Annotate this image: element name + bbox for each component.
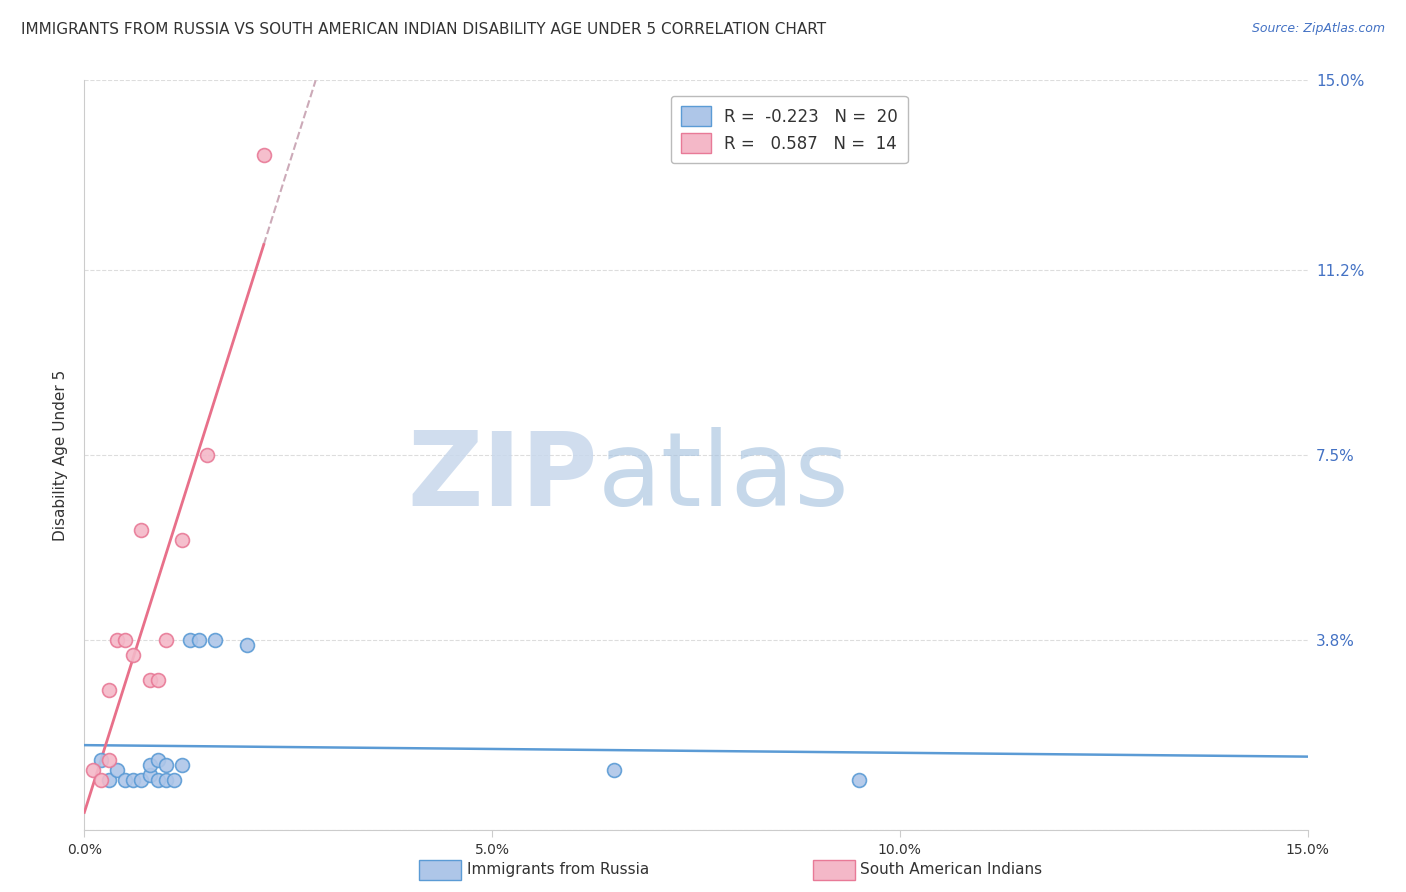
Point — [138, 673, 160, 687]
Point — [187, 632, 209, 647]
Point — [155, 757, 177, 772]
Point — [848, 772, 870, 787]
Point — [172, 533, 194, 547]
Point — [105, 632, 128, 647]
Point — [114, 772, 136, 787]
Point — [146, 673, 169, 687]
Text: South American Indians: South American Indians — [860, 863, 1043, 877]
Point — [163, 772, 186, 787]
Y-axis label: Disability Age Under 5: Disability Age Under 5 — [53, 369, 69, 541]
Text: Immigrants from Russia: Immigrants from Russia — [467, 863, 650, 877]
Point — [97, 682, 120, 697]
Point — [90, 753, 112, 767]
Point — [97, 772, 120, 787]
Text: Source: ZipAtlas.com: Source: ZipAtlas.com — [1251, 22, 1385, 36]
Point — [179, 632, 201, 647]
Point — [131, 772, 153, 787]
Text: ZIP: ZIP — [408, 427, 598, 528]
Point — [172, 757, 194, 772]
Point — [90, 772, 112, 787]
Point — [146, 772, 169, 787]
Point — [146, 753, 169, 767]
Point — [138, 767, 160, 781]
Point — [195, 448, 218, 462]
Point — [97, 753, 120, 767]
Point — [155, 632, 177, 647]
Text: atlas: atlas — [598, 427, 849, 528]
Legend: R =  -0.223   N =  20, R =   0.587   N =  14: R = -0.223 N = 20, R = 0.587 N = 14 — [671, 96, 908, 163]
Point — [603, 763, 626, 777]
Point — [114, 632, 136, 647]
Point — [253, 148, 276, 162]
Point — [236, 638, 259, 652]
Point — [155, 772, 177, 787]
Text: IMMIGRANTS FROM RUSSIA VS SOUTH AMERICAN INDIAN DISABILITY AGE UNDER 5 CORRELATI: IMMIGRANTS FROM RUSSIA VS SOUTH AMERICAN… — [21, 22, 827, 37]
Point — [204, 632, 226, 647]
Point — [82, 763, 104, 777]
Point — [105, 763, 128, 777]
Point — [138, 757, 160, 772]
Point — [131, 523, 153, 537]
Point — [122, 772, 145, 787]
Point — [122, 648, 145, 662]
